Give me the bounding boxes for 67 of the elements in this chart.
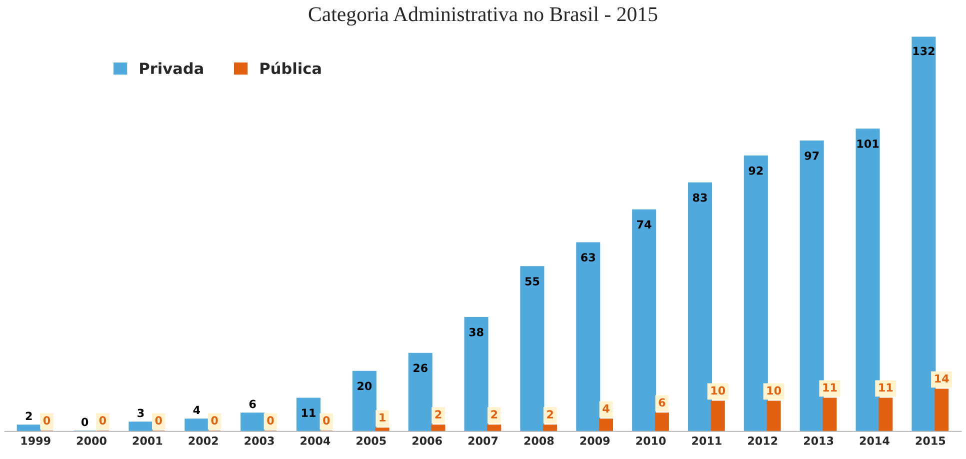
data-label: 74 — [637, 220, 652, 228]
data-label: 4 — [602, 404, 610, 412]
legend-label: Privada — [140, 62, 203, 74]
chart-title: Categoria Administrativa no Brasil - 2015 — [308, 6, 658, 26]
x-tick-label: 2002 — [188, 436, 218, 445]
data-label: 11 — [879, 383, 893, 392]
bar — [375, 428, 390, 432]
data-label: 101 — [857, 139, 879, 148]
x-tick-label: 2008 — [524, 436, 554, 445]
bar — [576, 242, 600, 432]
bar — [464, 316, 488, 432]
data-label: 4 — [193, 406, 200, 414]
data-label: 10 — [711, 386, 726, 395]
data-label: 11 — [823, 383, 837, 392]
x-tick-label: 2014 — [860, 436, 890, 445]
bar — [296, 398, 321, 432]
data-label: 2 — [547, 410, 554, 418]
data-label: 14 — [935, 374, 949, 383]
data-label: 132 — [913, 46, 934, 56]
data-label: 2 — [491, 410, 498, 418]
data-label: 26 — [414, 364, 428, 372]
bar — [912, 36, 936, 432]
data-label: 0 — [211, 416, 218, 425]
data-label: 2 — [26, 412, 32, 420]
data-label: 92 — [748, 166, 763, 175]
data-label: 0 — [99, 416, 106, 425]
x-tick-label: 2010 — [636, 436, 666, 445]
bar — [520, 266, 544, 432]
bar — [856, 128, 880, 432]
x-tick-label: 2003 — [244, 436, 274, 445]
data-label: 0 — [323, 416, 330, 425]
x-tick-label: 1999 — [21, 436, 50, 445]
data-label: 38 — [469, 328, 484, 336]
bar — [408, 352, 432, 432]
bar — [632, 209, 656, 432]
x-tick-label: 2001 — [132, 436, 162, 445]
data-label: 3 — [138, 408, 144, 418]
bar — [800, 140, 824, 432]
data-label: 97 — [804, 151, 819, 160]
x-tick-label: 2006 — [412, 436, 442, 445]
x-tick-label: 2005 — [356, 436, 386, 445]
bar — [352, 370, 376, 432]
x-tick-label: 2009 — [580, 436, 610, 445]
data-label: 2 — [435, 410, 442, 418]
x-tick-label: 2007 — [468, 436, 498, 445]
data-label: 0 — [267, 416, 274, 425]
data-label: 63 — [581, 253, 595, 262]
data-label: 20 — [358, 382, 372, 390]
x-tick-label: 2011 — [692, 436, 722, 445]
data-label: 1 — [380, 413, 386, 422]
x-tick-label: 2012 — [748, 436, 778, 445]
data-label: 6 — [658, 398, 666, 407]
legend-label: Pública — [260, 62, 321, 74]
x-tick-label: 2013 — [804, 436, 834, 445]
x-tick-label: 2000 — [76, 436, 106, 445]
data-label: 11 — [302, 408, 316, 417]
data-label: 0 — [81, 418, 88, 426]
data-label: 83 — [692, 193, 707, 202]
bar — [744, 156, 768, 432]
data-label: 0 — [155, 416, 162, 425]
data-label: 55 — [525, 277, 540, 286]
data-label: 6 — [249, 400, 256, 408]
data-label: 10 — [767, 386, 782, 395]
x-tick-label: 2004 — [300, 436, 330, 445]
bar — [688, 182, 712, 432]
data-label: 0 — [43, 416, 50, 425]
x-tick-label: 2015 — [916, 436, 946, 445]
